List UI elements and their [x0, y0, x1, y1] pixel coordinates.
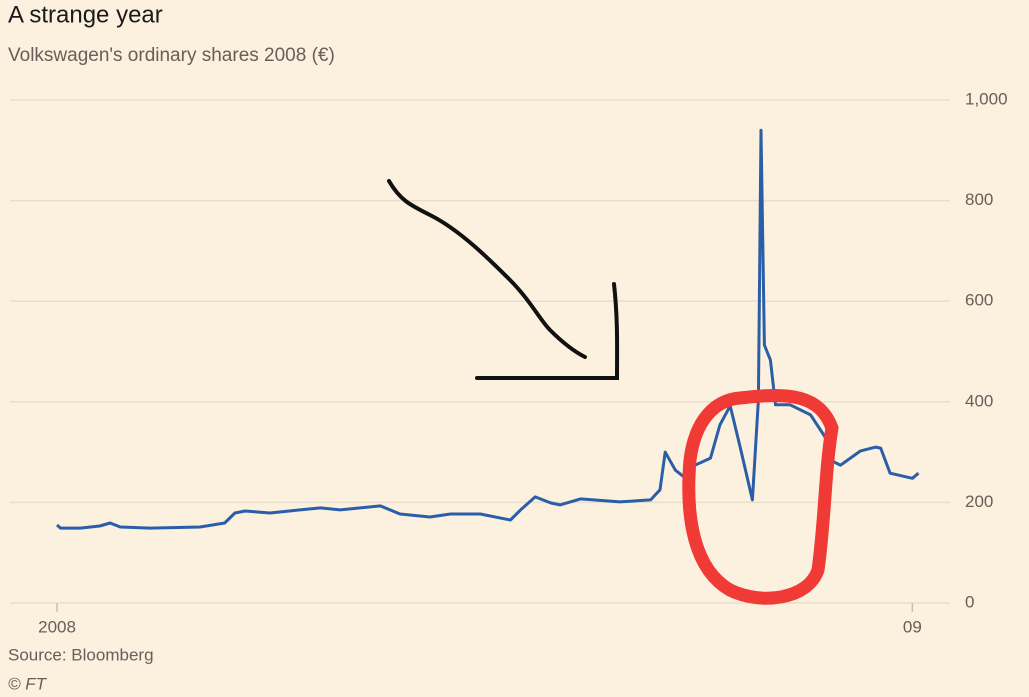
y-tick-label: 1,000: [965, 89, 1008, 108]
y-tick-label: 800: [965, 190, 993, 209]
chart-title: A strange year: [8, 1, 163, 28]
source: Source: Bloomberg: [8, 645, 154, 664]
y-tick-label: 0: [965, 592, 974, 611]
y-tick-label: 400: [965, 391, 993, 410]
price-line: [56, 128, 920, 530]
plot-area: 0 200 400 600 800 1,000 2008 09: [10, 89, 1008, 636]
chart-subtitle: Volkswagen's ordinary shares 2008 (€): [8, 45, 335, 66]
x-tick-label: 2008: [38, 617, 76, 636]
credit: © FT: [8, 674, 48, 693]
x-tick-label: 09: [903, 617, 922, 636]
y-tick-label: 200: [965, 492, 993, 511]
red-circle: [682, 389, 839, 605]
y-tick-label: 600: [965, 291, 993, 310]
arrow-shaft: [387, 179, 587, 359]
arrow-head: [475, 282, 620, 380]
